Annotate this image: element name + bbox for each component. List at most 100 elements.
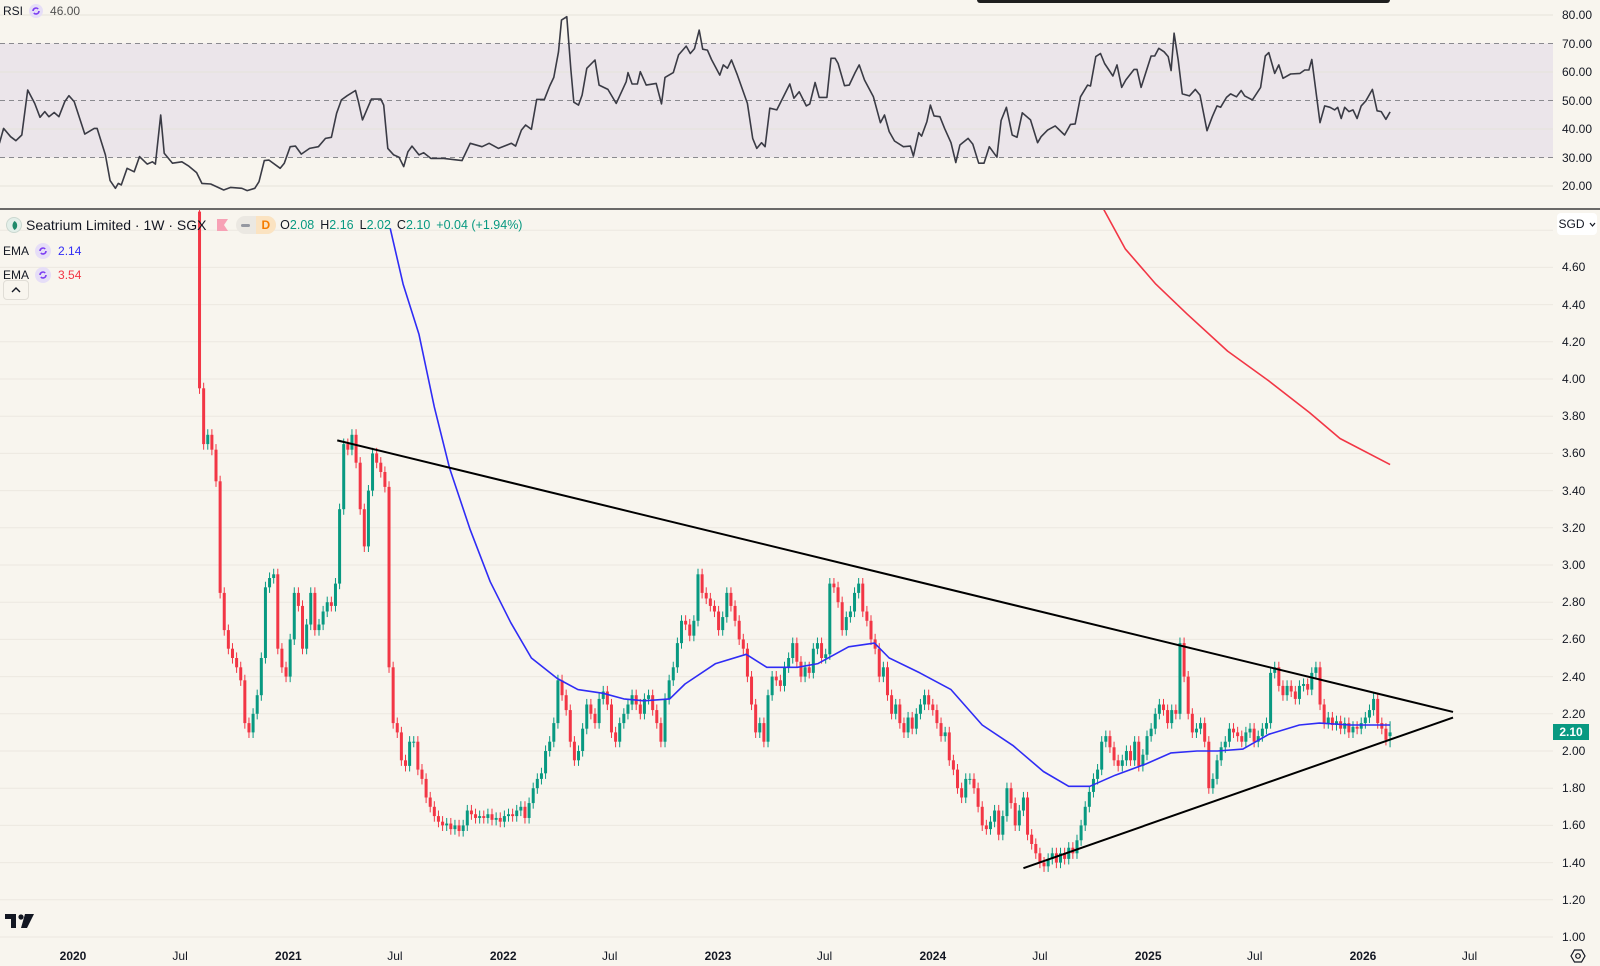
candle-body bbox=[1223, 741, 1227, 748]
currency-button[interactable]: SGD bbox=[1557, 213, 1597, 235]
settings-icon[interactable] bbox=[1570, 949, 1586, 963]
indicator-cycle-icon[interactable] bbox=[29, 4, 44, 18]
candle bbox=[577, 745, 581, 766]
candle bbox=[379, 457, 383, 478]
candle bbox=[890, 689, 894, 720]
candle bbox=[1034, 838, 1038, 859]
candle-body bbox=[585, 704, 589, 729]
candle-body bbox=[1133, 741, 1137, 761]
candle-body bbox=[1351, 726, 1355, 733]
candle-body bbox=[263, 587, 267, 658]
candle-body bbox=[918, 704, 922, 714]
candle-body bbox=[239, 667, 243, 681]
candle-body bbox=[1104, 736, 1108, 742]
candle-body bbox=[659, 723, 663, 742]
candle bbox=[552, 717, 556, 748]
candle-body bbox=[943, 732, 947, 737]
market-status-pill[interactable]: D bbox=[235, 216, 277, 234]
candle bbox=[202, 382, 206, 450]
candle-body bbox=[1096, 769, 1100, 779]
flag-icon[interactable] bbox=[216, 219, 228, 231]
collapse-legend-button[interactable] bbox=[3, 280, 29, 300]
price-axis-tick: 2.00 bbox=[1562, 744, 1586, 758]
candle bbox=[795, 637, 799, 668]
candle-body bbox=[305, 624, 309, 649]
candle-body bbox=[556, 680, 560, 724]
candle bbox=[465, 804, 469, 831]
time-axis-tick: 2022 bbox=[489, 949, 517, 963]
price-axis-tick: 2.80 bbox=[1562, 595, 1586, 610]
candle bbox=[885, 661, 889, 701]
ema-legend-slow[interactable]: EMA 3.54 bbox=[3, 267, 81, 283]
candle-body bbox=[404, 760, 408, 766]
rsi-legend[interactable]: RSI 46.00 bbox=[3, 4, 80, 18]
candle bbox=[638, 698, 642, 720]
trendline[interactable] bbox=[337, 439, 1454, 713]
candle bbox=[741, 633, 745, 655]
candle-body bbox=[1380, 723, 1384, 729]
candle bbox=[412, 736, 416, 748]
candle bbox=[432, 801, 436, 822]
candle bbox=[416, 736, 420, 776]
candle bbox=[1190, 708, 1194, 738]
candle bbox=[1355, 721, 1359, 735]
candle bbox=[375, 447, 379, 469]
rsi-pane bbox=[0, 14, 1553, 192]
indicator-cycle-icon[interactable] bbox=[35, 243, 52, 259]
candle bbox=[404, 754, 408, 772]
candle bbox=[1038, 847, 1042, 869]
candle-body bbox=[230, 648, 234, 658]
candle-body bbox=[321, 611, 325, 625]
symbol-logo[interactable] bbox=[6, 217, 22, 233]
candle bbox=[589, 698, 593, 720]
candle bbox=[976, 782, 980, 813]
candle-body bbox=[424, 778, 428, 798]
candle-body bbox=[968, 778, 972, 780]
price-axis-tick: 1.00 bbox=[1562, 930, 1586, 944]
symbol-title[interactable]: Seatrium Limited · 1W · SGX bbox=[26, 217, 207, 233]
candle bbox=[717, 605, 721, 636]
candle bbox=[857, 578, 861, 599]
rsi-value: 46.00 bbox=[50, 4, 81, 18]
candle-body bbox=[325, 602, 329, 612]
candle-body bbox=[1306, 684, 1310, 690]
candle bbox=[568, 704, 572, 748]
candle-body bbox=[218, 481, 222, 593]
candle-body bbox=[333, 583, 337, 606]
candle bbox=[1108, 730, 1112, 753]
candle-body bbox=[1252, 728, 1256, 742]
candle bbox=[1050, 847, 1054, 865]
candle bbox=[247, 717, 251, 738]
candle bbox=[313, 587, 317, 636]
candle bbox=[1248, 723, 1252, 738]
ema-legend-fast[interactable]: EMA 2.14 bbox=[3, 243, 81, 259]
candle bbox=[1124, 745, 1128, 766]
candle bbox=[428, 791, 432, 813]
candle-body bbox=[284, 667, 288, 677]
candle bbox=[923, 689, 927, 711]
candle-body bbox=[313, 592, 317, 631]
candle-body bbox=[1335, 721, 1339, 725]
candle-body bbox=[428, 797, 432, 807]
candle bbox=[395, 717, 399, 738]
candle-body bbox=[1277, 667, 1281, 686]
candle-body bbox=[951, 760, 955, 770]
candle bbox=[1009, 782, 1013, 809]
candle-body bbox=[255, 695, 259, 714]
candle-body bbox=[663, 698, 667, 742]
candle-body bbox=[1149, 728, 1153, 737]
time-axis-tick: Jul bbox=[387, 949, 403, 963]
candle bbox=[754, 698, 758, 738]
candle bbox=[1054, 847, 1058, 869]
rsi-axis-tick: 40.00 bbox=[1562, 122, 1593, 136]
indicator-cycle-icon[interactable] bbox=[35, 267, 52, 283]
tradingview-logo[interactable] bbox=[5, 914, 34, 928]
candle bbox=[263, 581, 267, 664]
price-axis-tick: 3.20 bbox=[1562, 520, 1586, 535]
symbol-legend[interactable]: Seatrium Limited · 1W · SGX D O2.08 H2.16… bbox=[6, 216, 528, 234]
candle-body bbox=[301, 605, 305, 649]
trendline[interactable] bbox=[1023, 716, 1454, 870]
candle-body bbox=[815, 643, 819, 649]
candle bbox=[688, 618, 692, 642]
